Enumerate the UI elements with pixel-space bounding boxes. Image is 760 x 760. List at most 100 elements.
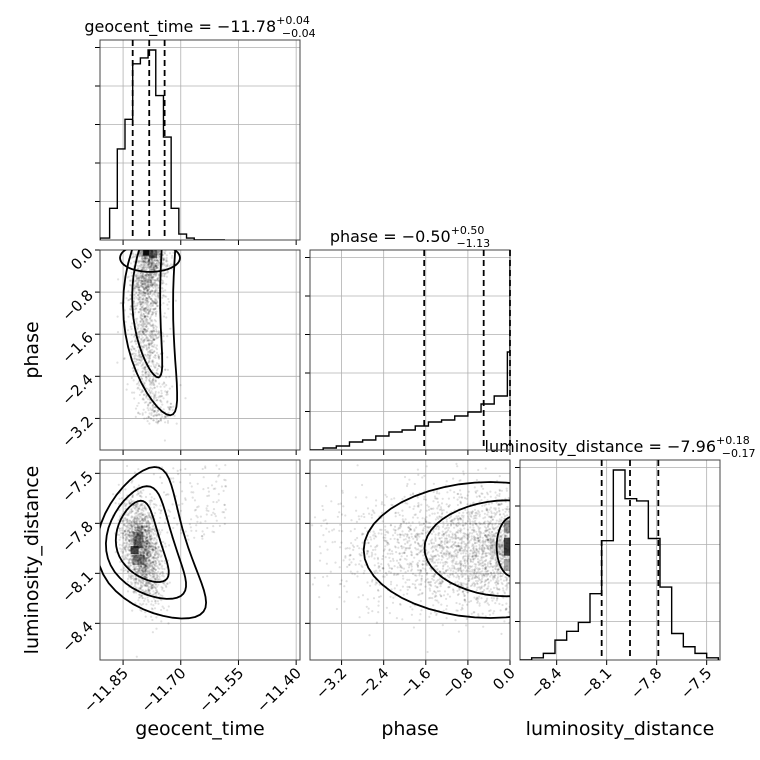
sample-point	[478, 528, 481, 531]
sample-point	[406, 588, 409, 591]
sample-point	[428, 615, 431, 619]
sample-point	[166, 609, 169, 612]
sample-point	[142, 331, 145, 334]
sample-point	[497, 543, 500, 546]
sample-point	[136, 560, 139, 563]
sample-point	[146, 583, 149, 586]
sample-point	[121, 544, 124, 547]
sample-point	[148, 499, 151, 502]
sample-point	[166, 303, 169, 306]
sample-point	[148, 531, 151, 534]
sample-point	[146, 398, 150, 401]
sample-point	[472, 526, 475, 529]
sample-point	[153, 573, 156, 576]
sample-point	[144, 264, 147, 267]
sample-point	[143, 307, 146, 310]
sample-point	[134, 505, 137, 508]
sample-point	[157, 255, 160, 258]
sample-point	[157, 592, 160, 596]
sample-point	[151, 275, 154, 278]
sample-point	[149, 273, 152, 276]
sample-point	[149, 493, 152, 496]
sample-point	[139, 284, 142, 287]
sample-point	[139, 537, 142, 540]
sample-point	[495, 564, 498, 567]
sample-point	[128, 512, 131, 515]
sample-point	[133, 526, 137, 529]
sample-point	[439, 506, 443, 509]
sample-point	[134, 318, 137, 321]
sample-point	[147, 264, 150, 267]
sample-point	[457, 583, 460, 586]
sample-point	[148, 350, 151, 353]
sample-point	[155, 336, 158, 339]
sample-point	[137, 564, 140, 567]
sample-point	[126, 529, 130, 532]
sample-point	[141, 413, 144, 416]
sample-point	[150, 268, 154, 271]
sample-point	[141, 317, 144, 321]
sample-point	[149, 281, 153, 284]
sample-point	[136, 527, 139, 530]
sample-point	[222, 511, 226, 514]
sample-point	[476, 582, 479, 585]
sample-point	[426, 552, 429, 555]
sample-point	[126, 536, 129, 539]
sample-point	[136, 508, 139, 511]
sample-point	[140, 508, 143, 511]
sample-point	[150, 583, 153, 586]
sample-point	[129, 541, 132, 544]
sample-point	[132, 538, 135, 542]
sample-point	[384, 525, 387, 528]
sample-point	[146, 557, 149, 560]
sample-point	[145, 318, 148, 321]
sample-point	[146, 373, 149, 376]
sample-point	[311, 583, 314, 586]
sample-point	[168, 252, 172, 255]
sample-point	[165, 258, 168, 261]
sample-point	[142, 257, 145, 260]
sample-point	[137, 569, 140, 572]
sample-point	[156, 414, 159, 417]
sample-point	[472, 611, 475, 614]
sample-point	[155, 538, 158, 542]
sample-point	[154, 264, 157, 267]
sample-point	[445, 537, 448, 540]
sample-point	[162, 491, 166, 494]
sample-point	[146, 549, 149, 552]
sample-point	[485, 570, 488, 573]
sample-point	[460, 606, 464, 609]
sample-point	[145, 280, 148, 283]
sample-point	[457, 593, 460, 596]
sample-point	[148, 346, 151, 349]
sample-point	[140, 554, 143, 557]
sample-point	[401, 518, 404, 521]
sample-point	[145, 277, 148, 280]
sample-point	[146, 280, 149, 283]
sample-point	[491, 555, 494, 558]
sample-point	[140, 302, 144, 305]
sample-point	[135, 532, 139, 535]
sample-point	[120, 301, 123, 304]
sample-point	[125, 528, 128, 531]
sample-point	[486, 602, 489, 605]
sample-point	[151, 576, 154, 579]
sample-point	[391, 601, 395, 604]
sample-point	[145, 536, 148, 539]
sample-point	[148, 285, 151, 288]
sample-point	[123, 548, 126, 551]
sample-point	[141, 572, 145, 576]
sample-point	[159, 385, 162, 388]
sample-point	[141, 283, 144, 286]
sample-point	[141, 348, 144, 351]
sample-point	[139, 504, 143, 507]
sample-point	[150, 339, 153, 342]
sample-point	[505, 508, 508, 511]
sample-point	[136, 505, 139, 508]
sample-point	[131, 519, 134, 522]
sample-point	[149, 526, 152, 529]
sample-point	[425, 564, 429, 567]
sample-point	[154, 564, 157, 567]
sample-point	[165, 393, 168, 396]
sample-point	[484, 534, 487, 537]
